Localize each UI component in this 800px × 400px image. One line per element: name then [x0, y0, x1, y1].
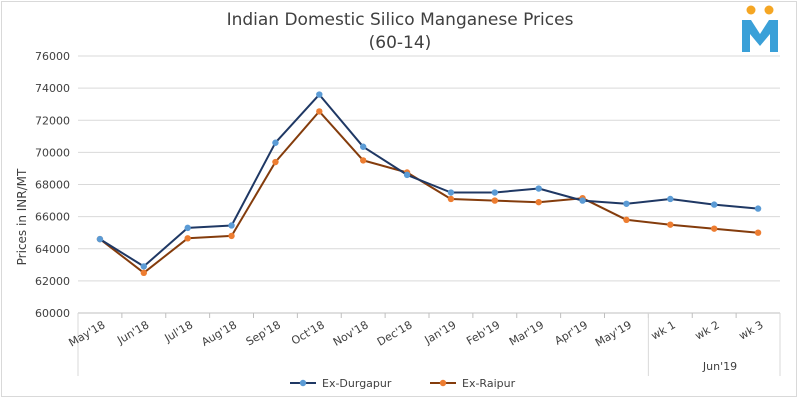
- x-tick-label: Jan'19: [422, 318, 459, 347]
- y-tick-label: 70000: [35, 146, 70, 159]
- data-point: [447, 195, 455, 203]
- series-line-ex-raipur: [99, 110, 759, 274]
- series-line-ex-durgapur: [99, 93, 759, 268]
- y-tick-labels: 60000 62000 64000 66000 68000 70000 72000 74000…: [35, 50, 70, 320]
- data-point: [491, 189, 499, 196]
- x-tick-label: Feb'19: [464, 318, 502, 348]
- data-point: [228, 232, 235, 240]
- x-tick-label: wk 2: [693, 318, 722, 342]
- y-tick-label: 76000: [35, 50, 70, 63]
- data-point: [447, 189, 455, 196]
- y-tick-label: 74000: [35, 82, 70, 95]
- m-logo-icon: [742, 5, 778, 52]
- x-tick-label: wk 3: [737, 318, 766, 342]
- data-point: [272, 158, 279, 166]
- data-point: [140, 269, 148, 277]
- legend-label: Ex-Raipur: [462, 377, 516, 390]
- x-tick-label: wk 1: [649, 318, 678, 342]
- data-point: [710, 225, 718, 232]
- data-point: [272, 139, 279, 146]
- data-point: [184, 235, 191, 242]
- x-tick-label: Jul'18: [162, 318, 196, 345]
- logo-m-shape: [742, 20, 778, 52]
- y-tick-label: 72000: [35, 114, 70, 127]
- x-group-label: Jun'19: [702, 360, 737, 373]
- data-point: [754, 205, 762, 212]
- data-point: [535, 198, 542, 206]
- series-layer: [96, 91, 762, 277]
- logo-dot-right: [764, 5, 774, 15]
- data-point: [359, 143, 367, 150]
- data-point: [228, 222, 235, 229]
- data-point: [316, 108, 323, 115]
- data-point: [579, 197, 586, 204]
- data-point: [623, 216, 630, 224]
- x-tick-label: Nov'18: [331, 318, 371, 349]
- data-point: [403, 171, 411, 179]
- data-point: [491, 197, 499, 204]
- x-tick-label: Sep'18: [244, 318, 283, 348]
- x-tick-label: May'19: [593, 318, 634, 349]
- chart-title: Indian Domestic Silico Manganese Prices: [226, 10, 574, 30]
- x-tick-label: Oct'18: [289, 318, 327, 347]
- data-point: [667, 195, 674, 203]
- legend-marker: [299, 379, 307, 387]
- legend: Ex-Durgapur Ex-Raipur: [290, 377, 516, 390]
- data-point: [184, 224, 191, 232]
- y-tick-label: 64000: [35, 243, 70, 256]
- y-tick-label: 62000: [35, 275, 70, 288]
- y-axis-label: Prices in INR/MT: [15, 168, 29, 265]
- legend-label: Ex-Durgapur: [322, 377, 392, 390]
- x-tick-labels: May'18 Jun'18 Jul'18 Aug'18 Sep'18 Oct'18 Nov'…: [66, 318, 765, 349]
- x-tick-label: May'18: [66, 318, 107, 349]
- x-tick-label: Dec'18: [375, 318, 415, 348]
- data-point: [535, 185, 542, 192]
- x-tick-label: Apr'19: [552, 318, 590, 347]
- legend-marker: [439, 379, 447, 387]
- data-point: [623, 200, 630, 207]
- x-tick-label: Aug'18: [199, 318, 239, 349]
- y-tick-label: 60000: [35, 307, 70, 320]
- data-point: [140, 263, 148, 270]
- data-point: [667, 221, 674, 228]
- x-tick-label: Jun'18: [114, 318, 151, 347]
- data-point: [754, 229, 762, 236]
- data-point: [96, 235, 104, 243]
- data-point: [359, 157, 367, 164]
- x-tick-label: Mar'19: [507, 318, 546, 348]
- data-point: [316, 91, 323, 98]
- logo-dot-left: [746, 5, 756, 15]
- chart-subtitle: (60-14): [368, 33, 432, 53]
- y-tick-label: 66000: [35, 211, 70, 224]
- data-point: [710, 201, 718, 208]
- y-tick-label: 68000: [35, 179, 70, 192]
